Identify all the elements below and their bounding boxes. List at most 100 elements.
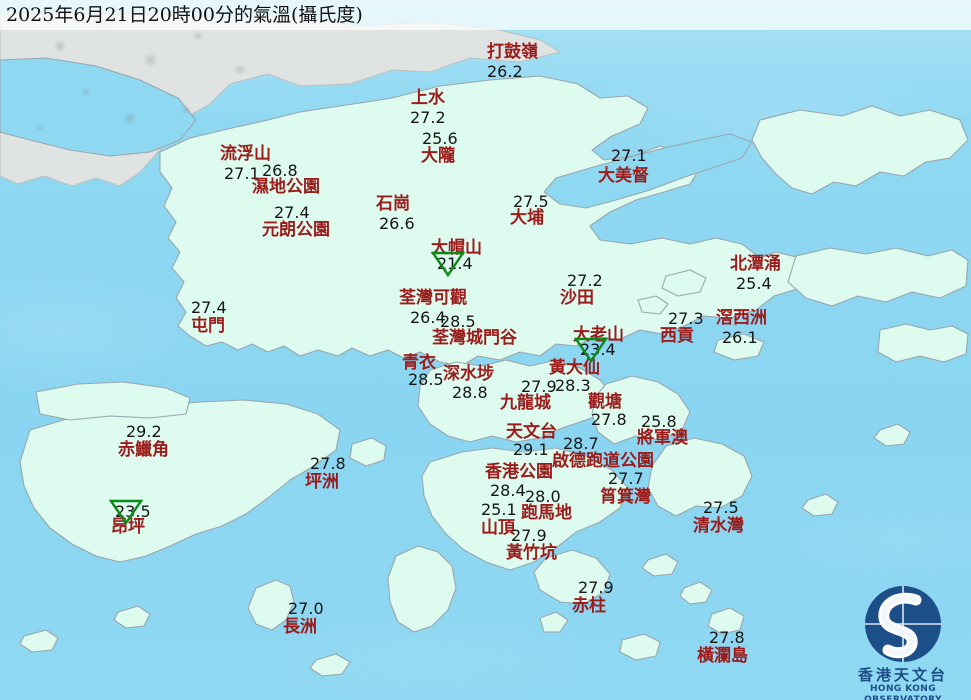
station-name-label: 黃竹坑 — [506, 543, 557, 563]
station-temperature-value: 27.8 — [310, 454, 346, 473]
station-temperature-value: 25.4 — [736, 274, 772, 293]
station-temperature-value: 27.2 — [410, 108, 446, 127]
small-island-a — [113, 605, 151, 629]
station-marker-triangle-icon — [109, 499, 143, 525]
small-island-d — [679, 581, 713, 605]
page-title: 2025年6月21日20時00分的氣溫(攝氏度) — [6, 4, 363, 26]
hong-kong-island — [421, 447, 629, 571]
clearwater-bay — [647, 437, 753, 517]
title-bar: 2025年6月21日20時00分的氣溫(攝氏度) — [0, 0, 971, 30]
station-temperature-value: 27.3 — [668, 309, 704, 328]
station-name-label: 大美督 — [598, 166, 649, 186]
station-temperature-value: 29.2 — [126, 422, 162, 441]
station-temperature-value: 27.5 — [703, 498, 739, 517]
station-name-label: 天文台 — [506, 422, 557, 442]
small-island-e — [539, 611, 569, 633]
station-temperature-value: 26.2 — [487, 62, 523, 81]
station-temperature-value: 28.0 — [525, 487, 561, 506]
station-name-label: 荃灣城門谷 — [432, 328, 517, 348]
station-temperature-value: 26.6 — [379, 214, 415, 233]
station-name-label: 黃大仙 — [549, 358, 600, 378]
hko-swirl-logo-icon — [865, 586, 941, 662]
station-name-label: 流浮山 — [220, 144, 271, 164]
stanley-peninsula — [533, 549, 611, 605]
station-temperature-value: 27.1 — [224, 164, 260, 183]
station-name-label: 沙田 — [560, 288, 594, 308]
cheung-chau — [247, 579, 295, 631]
station-name-label: 屯門 — [191, 316, 225, 336]
station-marker-triangle-icon — [431, 251, 465, 277]
station-temperature-value: 27.9 — [511, 526, 547, 545]
lamma-island — [387, 545, 457, 633]
small-island-h — [801, 493, 839, 517]
station-temperature-value: 27.1 — [611, 146, 647, 165]
station-marker-triangle-icon — [574, 337, 608, 363]
small-island-b — [19, 629, 59, 653]
station-temperature-value: 26.1 — [722, 328, 758, 347]
station-name-label: 長洲 — [283, 617, 317, 637]
station-name-label: 橫瀾島 — [697, 646, 748, 666]
station-name-label: 昂坪 — [111, 517, 145, 537]
station-temperature-value: 27.7 — [608, 469, 644, 488]
station-temperature-value: 27.4 — [274, 203, 310, 222]
station-temperature-value: 27.0 — [288, 599, 324, 618]
small-island-c — [641, 553, 679, 577]
waglan-island — [707, 607, 745, 635]
station-name-label: 跑馬地 — [521, 503, 572, 523]
po-toi — [619, 633, 661, 661]
deep-bay — [0, 57, 197, 157]
logo-name-cn: 香港天文台 — [857, 666, 948, 684]
station-name-label: 將軍澳 — [637, 428, 688, 448]
station-name-label: 九龍城 — [500, 393, 551, 413]
station-name-label: 石崗 — [376, 194, 410, 214]
station-temperature-value: 25.6 — [422, 129, 458, 148]
station-name-label: 觀塘 — [588, 392, 622, 412]
station-name-label: 筲箕灣 — [600, 487, 651, 507]
station-name-label: 深水埗 — [443, 364, 494, 384]
ninepin-group — [877, 323, 969, 363]
station-name-label: 清水灣 — [693, 516, 744, 536]
station-name-label: 打鼓嶺 — [487, 42, 538, 62]
station-name-label: 元朗公園 — [262, 220, 330, 240]
small-island-g — [873, 423, 911, 447]
station-temperature-value: 27.8 — [591, 410, 627, 429]
station-name-label: 赤鱲角 — [118, 440, 169, 460]
new-territories — [159, 75, 813, 367]
station-temperature-value: 27.2 — [567, 271, 603, 290]
station-temperature-value: 26.4 — [410, 308, 446, 327]
station-temperature-value: 27.8 — [709, 628, 745, 647]
hko-logo: 香港天文台 HONG KONG OBSERVATORY — [841, 584, 965, 700]
sk-island-3 — [637, 295, 669, 315]
sk-island-1 — [661, 269, 707, 297]
station-name-label: 荃灣可觀 — [399, 288, 467, 308]
station-name-label: 北潭涌 — [730, 254, 781, 274]
kowloon — [417, 359, 615, 443]
logo-name-en: HONG KONG OBSERVATORY — [864, 684, 942, 700]
sk-island-2 — [713, 333, 765, 361]
station-temperature-value: 25.8 — [641, 412, 677, 431]
lantau-island — [19, 399, 341, 563]
high-island — [787, 247, 969, 307]
station-temperature-value: 28.7 — [563, 434, 599, 453]
station-name-label: 青衣 — [402, 353, 436, 373]
station-name-label: 赤柱 — [572, 596, 606, 616]
station-temperature-value: 28.5 — [440, 312, 476, 331]
station-name-label: 啟德跑道公園 — [552, 451, 654, 471]
tseung-kwan-o — [591, 375, 691, 445]
chek-lap-kok — [35, 381, 191, 421]
station-temperature-value: 25.1 — [481, 500, 517, 519]
tolo-harbour-inlet — [543, 133, 753, 209]
station-temperature-value: 28.8 — [452, 383, 488, 402]
station-name-label: 滘西洲 — [716, 308, 767, 328]
station-name-label: 大隴 — [421, 146, 455, 166]
station-temperature-value: 28.4 — [490, 481, 526, 500]
station-temperature-value: 27.5 — [513, 192, 549, 211]
station-temperature-value: 26.8 — [262, 161, 298, 180]
peng-chau — [349, 437, 387, 467]
station-temperature-value: 28.3 — [555, 376, 591, 395]
station-temperature-value: 27.9 — [521, 377, 557, 396]
station-name-label: 山頂 — [481, 518, 515, 538]
station-name-label: 上水 — [411, 88, 445, 108]
